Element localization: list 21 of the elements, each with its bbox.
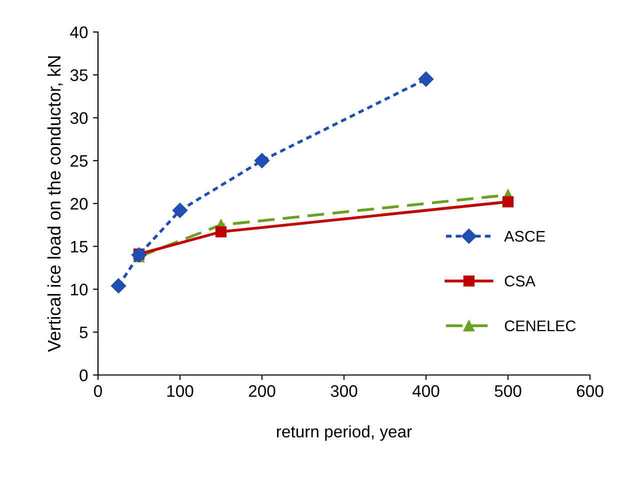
x-tick-label: 200 (248, 385, 276, 397)
legend-label: CSA (504, 276, 536, 286)
y-tick-label: 35 (70, 69, 88, 82)
y-axis-title: Vertical ice load on the conductor, kN (47, 56, 63, 352)
x-tick-label: 600 (576, 385, 604, 397)
x-tick-label: 300 (330, 385, 358, 397)
y-tick-label: 15 (71, 240, 88, 253)
y-tick-label: 25 (70, 155, 88, 167)
y-tick-label: 40 (70, 26, 88, 38)
legend-label: ASCE (504, 230, 546, 242)
x-tick-label: 100 (167, 385, 194, 397)
y-tick-label: 30 (70, 112, 88, 124)
x-tick-label: 400 (412, 385, 440, 397)
x-tick-label: 0 (94, 385, 102, 397)
y-tick-label: 20 (70, 198, 88, 210)
x-tick-label: 500 (494, 385, 522, 397)
y-tick-label: 10 (71, 284, 88, 296)
y-tick-label: 0 (80, 369, 88, 382)
y-tick-label: 5 (80, 326, 88, 338)
legend-label: CENELEC (504, 320, 576, 332)
x-axis-title: return period, year (277, 425, 412, 441)
